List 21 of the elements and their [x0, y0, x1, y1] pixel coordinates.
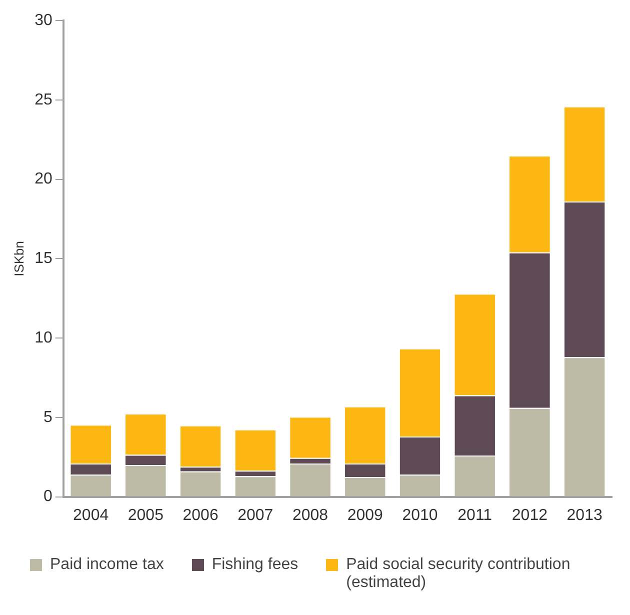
legend-label: Paid social security contribution (estimated): [346, 556, 572, 592]
x-tick-label: 2010: [402, 506, 438, 524]
y-axis-title: ISKbn: [11, 240, 26, 276]
x-tick-label: 2012: [512, 506, 548, 524]
x-tick-label: 2013: [566, 506, 602, 524]
y-tick-label: 10: [34, 329, 52, 346]
y-tick-label: 15: [34, 250, 52, 268]
y-tick-label: 0: [43, 488, 52, 506]
x-tick-label: 2006: [182, 506, 218, 524]
x-tick-label: 2009: [347, 506, 384, 524]
y-tick-label: 25: [34, 91, 52, 108]
x-tick-label: 2008: [292, 506, 328, 524]
x-tick-label: 2011: [458, 506, 492, 524]
legend-label: Fishing fees: [212, 556, 298, 574]
x-tick-label: 2004: [73, 506, 109, 524]
y-tick-label: 5: [43, 408, 52, 426]
x-tick-label: 2005: [128, 506, 164, 524]
x-tick-label: 2007: [238, 506, 274, 524]
y-tick-label: 30: [34, 12, 52, 30]
y-tick-label: 20: [34, 170, 52, 188]
legend-label: Paid income tax: [50, 556, 164, 574]
